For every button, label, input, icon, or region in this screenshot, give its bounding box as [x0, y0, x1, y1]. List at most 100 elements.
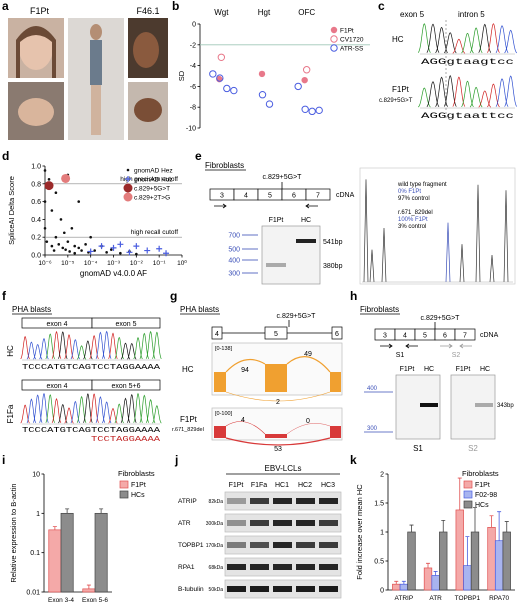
trace-peak	[108, 332, 118, 359]
y-tick-label: -2	[190, 42, 196, 49]
category-label: Wgt	[214, 8, 229, 17]
exon-box	[331, 326, 343, 340]
legend-label: F1Pt	[475, 482, 490, 489]
blot-band	[296, 542, 315, 548]
point	[217, 53, 226, 61]
coverage	[214, 372, 226, 392]
blot-band	[296, 498, 315, 504]
lane-label: HC2	[298, 482, 312, 489]
trace-peak	[58, 404, 68, 424]
trace-peak	[133, 392, 143, 423]
point	[98, 243, 105, 250]
track-label: cDNA	[480, 332, 499, 339]
point	[216, 74, 224, 82]
y-tick-label: 2	[380, 472, 384, 479]
panel-label: e	[195, 149, 202, 163]
track-label: HC	[182, 365, 194, 374]
point	[52, 249, 56, 252]
legend-label: c.829+5G>T	[134, 186, 170, 193]
exon-label: 7	[463, 333, 467, 340]
ladder-label: 300	[228, 271, 240, 278]
legend-label: HCs	[131, 492, 145, 499]
exon-box	[454, 328, 476, 341]
exon-label: 4	[215, 331, 219, 338]
error-bar	[441, 520, 446, 532]
lane-label: F1Pt	[269, 217, 284, 224]
point	[302, 66, 311, 74]
variant-label: c.829+5G>T	[379, 98, 413, 104]
point	[93, 249, 96, 252]
exon-label: exon 5	[115, 321, 136, 328]
category-label: ATRIP	[395, 595, 414, 602]
point	[84, 243, 87, 246]
point	[59, 218, 63, 221]
blot-band	[250, 586, 269, 592]
cutoff-label: high recall cutoff	[131, 229, 178, 236]
trace-peak	[51, 398, 62, 424]
panel-label: f	[2, 289, 7, 303]
lane-label: HC1	[275, 482, 289, 489]
blot-band	[273, 498, 292, 504]
bar	[399, 583, 409, 591]
blot-band	[296, 564, 315, 570]
bar	[463, 565, 472, 591]
protein-size: 300kDa	[206, 521, 223, 527]
point	[209, 70, 217, 78]
legend-swatch	[119, 480, 129, 489]
trace-note: wild type fragment	[397, 182, 447, 188]
point	[43, 169, 47, 172]
exon-label: intron 5	[458, 10, 485, 19]
coverage	[265, 434, 287, 438]
point	[43, 227, 47, 230]
point	[126, 249, 133, 256]
legend-swatch	[119, 490, 129, 499]
panel-label: b	[172, 0, 179, 13]
trace-peak	[363, 179, 369, 283]
trace-peak	[139, 394, 150, 423]
blot-band	[250, 564, 269, 570]
junction-count: 94	[241, 367, 249, 374]
primer-arrow	[405, 343, 418, 349]
trace-peak	[95, 331, 106, 359]
bar	[439, 531, 448, 591]
lane-label: F1Pt	[456, 366, 471, 373]
blot-band	[319, 520, 338, 526]
sample-label: PHA blasts	[12, 305, 51, 314]
primer-arrow	[440, 343, 453, 349]
blot-band	[250, 498, 269, 504]
y-axis-label: SD	[177, 70, 186, 81]
legend-swatch	[463, 490, 473, 499]
point	[62, 231, 66, 235]
y-tick-label: 0.5	[374, 559, 384, 566]
photo-face	[19, 26, 53, 70]
junction-count: 49	[304, 351, 312, 358]
trace-peak	[39, 392, 49, 423]
point	[70, 227, 74, 230]
lane-label: F1Fa	[251, 482, 267, 489]
point	[315, 106, 323, 115]
legend-label: F1Pt	[340, 28, 354, 35]
trace-peak	[452, 76, 466, 107]
blot-band	[319, 498, 338, 504]
y-axis-label: SpliceAI Delta Score	[7, 176, 16, 245]
bar	[94, 512, 108, 593]
legend-title: Fibroblasts	[118, 469, 155, 478]
bar	[470, 531, 480, 591]
y-tick-label: 0.6	[31, 199, 41, 206]
bar	[423, 567, 433, 591]
point	[135, 252, 138, 256]
legend-marker	[126, 168, 130, 172]
error-bar	[426, 562, 431, 568]
exon-box	[211, 326, 223, 340]
x-tick-label: 10⁰	[177, 259, 187, 267]
blot-band	[319, 542, 338, 548]
sample-label: EBV-LCLs	[265, 464, 302, 473]
y-tick-label: 0.8	[31, 181, 41, 188]
trace-peak	[70, 339, 81, 360]
legend-marker	[330, 44, 338, 52]
junction	[225, 421, 266, 435]
point	[77, 246, 81, 250]
error-bar	[472, 507, 477, 532]
y-tick-label: -6	[190, 84, 196, 91]
y-tick-label: -8	[190, 105, 196, 112]
